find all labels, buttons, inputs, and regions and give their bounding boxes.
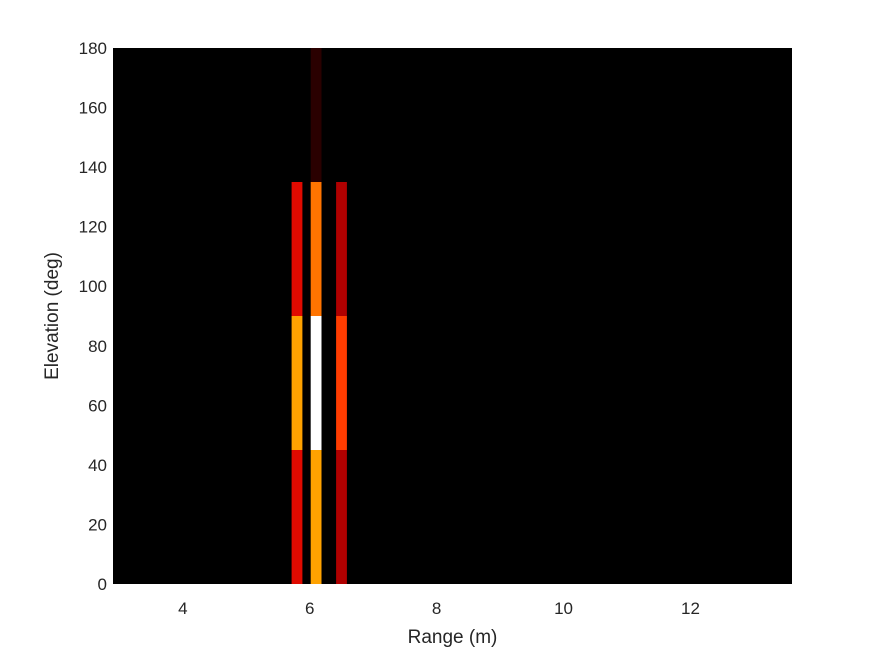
plot-area [113,48,792,584]
y-tick-label: 120 [79,218,107,237]
heatmap-cell [291,182,303,316]
y-tick-label: 140 [79,158,107,177]
x-tick-label: 12 [681,599,700,618]
y-tick-label: 100 [79,277,107,296]
y-tick-label: 80 [88,337,107,356]
heatmap-cell [336,316,347,450]
heatmap-cell [310,48,322,182]
heatmap-cell [310,450,322,584]
heatmap-cell [291,316,303,450]
y-tick-label: 60 [88,396,107,415]
x-tick-label: 6 [305,599,314,618]
heatmap-cell [310,316,322,450]
heatmap-cell [310,182,322,316]
x-tick-label: 10 [554,599,573,618]
heatmap-cell [336,450,347,584]
heatmap-cell [291,450,303,584]
y-tick-label: 40 [88,456,107,475]
plot-background [113,48,792,584]
y-tick-label: 0 [98,575,107,594]
x-tick-label: 8 [432,599,441,618]
heatmap-cells [291,48,347,584]
x-tick-label: 4 [178,599,187,618]
y-axis-ticks: 0 20 40 60 80 100 120 140 160 180 [79,39,107,594]
y-tick-label: 20 [88,515,107,534]
heatmap-cell [336,182,347,316]
y-tick-label: 160 [79,99,107,118]
x-axis-label: Range (m) [408,627,498,648]
y-axis-label: Elevation (deg) [42,252,63,380]
x-axis-ticks: 4 6 8 10 12 [178,599,700,618]
y-tick-label: 180 [79,39,107,58]
